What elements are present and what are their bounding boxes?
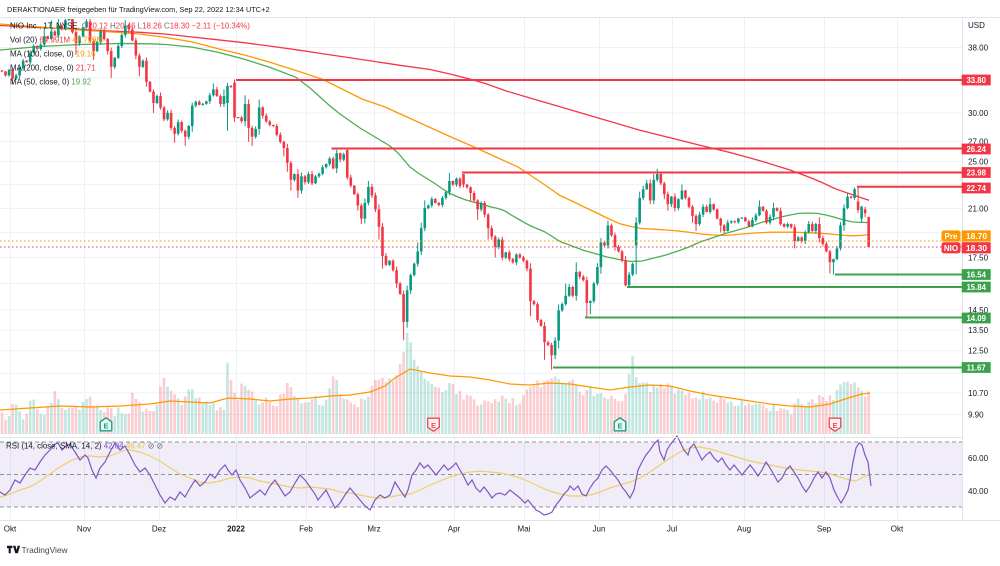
- svg-text:Mrz: Mrz: [367, 525, 380, 534]
- svg-text:RSI (14, close, SMA, 14, 2) 42: RSI (14, close, SMA, 14, 2) 42.04 46.47 …: [6, 442, 163, 451]
- svg-text:Dez: Dez: [152, 525, 166, 534]
- svg-text:21.00: 21.00: [968, 205, 989, 214]
- svg-text:MA (200, close, 0) 21.71: MA (200, close, 0) 21.71: [10, 64, 96, 73]
- svg-text:23.98: 23.98: [966, 168, 986, 177]
- svg-text:Okt: Okt: [891, 525, 904, 534]
- svg-text:17.50: 17.50: [968, 254, 989, 263]
- svg-text:Aug: Aug: [737, 525, 751, 534]
- svg-text:11.67: 11.67: [967, 363, 986, 372]
- svg-text:16.54: 16.54: [966, 270, 986, 279]
- svg-text:DERAKTIONAER freigegeben für T: DERAKTIONAER freigegeben für TradingView…: [7, 5, 270, 14]
- svg-text:22.74: 22.74: [966, 184, 986, 193]
- svg-text:2022: 2022: [227, 525, 245, 534]
- svg-text:Sep: Sep: [817, 525, 832, 534]
- svg-text:27.00: 27.00: [968, 138, 989, 147]
- svg-text:Jun: Jun: [593, 525, 606, 534]
- svg-text:TradingView: TradingView: [22, 545, 69, 555]
- svg-text:15.84: 15.84: [966, 283, 986, 292]
- svg-text:14.50: 14.50: [968, 306, 989, 315]
- svg-text:Pre: Pre: [945, 232, 958, 241]
- svg-text:18.70: 18.70: [966, 231, 988, 241]
- svg-text:Okt: Okt: [4, 525, 17, 534]
- svg-text:Mai: Mai: [518, 525, 531, 534]
- svg-text:18.30: 18.30: [966, 243, 988, 253]
- svg-text:30.00: 30.00: [968, 109, 989, 118]
- svg-text:E: E: [103, 421, 108, 430]
- svg-text:MA (50, close, 0) 19.92: MA (50, close, 0) 19.92: [10, 78, 91, 87]
- svg-text:Nov: Nov: [77, 525, 91, 534]
- svg-text:Apr: Apr: [448, 525, 461, 534]
- svg-text:E: E: [431, 421, 436, 430]
- svg-text:14.09: 14.09: [966, 314, 986, 323]
- svg-text:33.80: 33.80: [966, 76, 986, 85]
- svg-text:E: E: [617, 421, 622, 430]
- svg-text:Feb: Feb: [299, 525, 313, 534]
- svg-text:Jul: Jul: [667, 525, 677, 534]
- svg-text:USD: USD: [968, 21, 985, 30]
- svg-text:12.50: 12.50: [968, 347, 989, 356]
- svg-text:13.50: 13.50: [968, 326, 989, 335]
- svg-text:9.90: 9.90: [968, 411, 984, 420]
- svg-text:26.24: 26.24: [966, 145, 986, 154]
- svg-text:38.00: 38.00: [968, 44, 989, 53]
- svg-text:10.70: 10.70: [968, 389, 989, 398]
- svg-text:NIO: NIO: [944, 244, 958, 253]
- svg-text:25.00: 25.00: [968, 157, 989, 166]
- svg-text:E: E: [832, 421, 837, 430]
- svg-text:60.00: 60.00: [968, 454, 989, 463]
- svg-text:NIO Inc., 1T, NYSE, O20.12 H20: NIO Inc., 1T, NYSE, O20.12 H20.46 L18.26…: [10, 22, 250, 31]
- svg-text:Vol (20) 64.991M 47.799M: Vol (20) 64.991M 47.799M: [10, 36, 103, 45]
- svg-text:40.00: 40.00: [968, 487, 989, 496]
- svg-text:MA (100, close, 0) 19.16: MA (100, close, 0) 19.16: [10, 50, 96, 59]
